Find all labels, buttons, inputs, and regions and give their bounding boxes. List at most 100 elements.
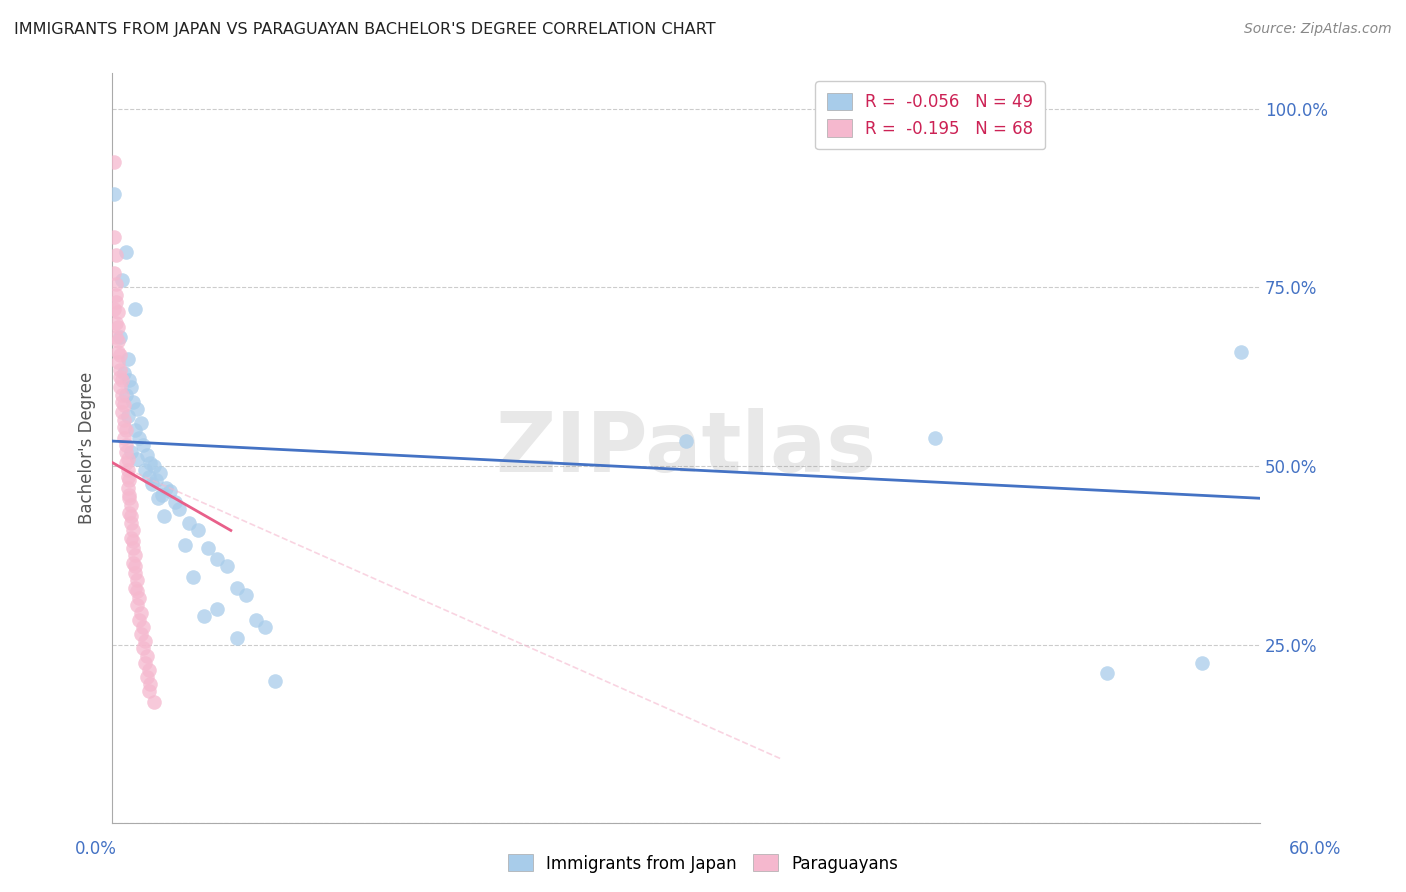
Point	[118, 373, 141, 387]
Point	[149, 467, 172, 481]
Text: ZIPatlas: ZIPatlas	[495, 408, 876, 489]
Point	[120, 445, 142, 459]
Point	[924, 430, 946, 444]
Point	[117, 470, 139, 484]
Point	[153, 509, 176, 524]
Point	[150, 488, 173, 502]
Point	[120, 380, 142, 394]
Point	[124, 549, 146, 563]
Point	[111, 373, 134, 387]
Point	[1095, 666, 1118, 681]
Point	[127, 584, 149, 599]
Point	[134, 463, 156, 477]
Point	[134, 634, 156, 648]
Text: 60.0%: 60.0%	[1288, 840, 1341, 858]
Point	[132, 620, 155, 634]
Point	[114, 445, 136, 459]
Point	[122, 534, 145, 549]
Point	[122, 524, 145, 538]
Point	[263, 673, 285, 688]
Point	[107, 355, 129, 369]
Point	[108, 348, 131, 362]
Point	[1191, 656, 1213, 670]
Point	[138, 684, 160, 698]
Point	[118, 474, 141, 488]
Point	[254, 620, 277, 634]
Point	[114, 423, 136, 437]
Point	[215, 559, 238, 574]
Point	[135, 670, 157, 684]
Point	[103, 301, 125, 316]
Point	[111, 273, 134, 287]
Point	[105, 330, 128, 344]
Point	[165, 495, 187, 509]
Point	[177, 516, 200, 531]
Point	[108, 330, 131, 344]
Point	[139, 456, 162, 470]
Point	[103, 187, 125, 202]
Point	[146, 491, 169, 506]
Point	[117, 409, 139, 423]
Point	[193, 609, 215, 624]
Point	[225, 581, 247, 595]
Point	[128, 430, 150, 444]
Point	[235, 588, 257, 602]
Point	[117, 351, 139, 366]
Point	[143, 459, 166, 474]
Point	[112, 430, 135, 444]
Point	[107, 344, 129, 359]
Point	[127, 574, 149, 588]
Point	[187, 524, 209, 538]
Point	[138, 663, 160, 677]
Point	[141, 477, 163, 491]
Point	[225, 631, 247, 645]
Point	[118, 491, 141, 506]
Point	[128, 591, 150, 606]
Point	[122, 394, 145, 409]
Point	[114, 437, 136, 451]
Y-axis label: Bachelor's Degree: Bachelor's Degree	[79, 372, 96, 524]
Point	[124, 566, 146, 581]
Point	[167, 502, 190, 516]
Point	[135, 449, 157, 463]
Point	[155, 481, 177, 495]
Point	[197, 541, 219, 556]
Point	[114, 244, 136, 259]
Text: Source: ZipAtlas.com: Source: ZipAtlas.com	[1244, 22, 1392, 37]
Legend: Immigrants from Japan, Paraguayans: Immigrants from Japan, Paraguayans	[501, 847, 905, 880]
Point	[245, 613, 267, 627]
Point	[120, 516, 142, 531]
Point	[127, 452, 149, 467]
Point	[112, 419, 135, 434]
Point	[118, 488, 141, 502]
Point	[117, 481, 139, 495]
Point	[129, 627, 152, 641]
Point	[174, 538, 197, 552]
Point	[118, 506, 141, 520]
Point	[120, 499, 142, 513]
Point	[117, 452, 139, 467]
Point	[103, 266, 125, 280]
Point	[675, 434, 697, 448]
Point	[207, 602, 229, 616]
Point	[112, 398, 135, 412]
Point	[120, 509, 142, 524]
Point	[132, 641, 155, 656]
Point	[129, 606, 152, 620]
Point	[111, 387, 134, 401]
Point	[159, 484, 181, 499]
Point	[129, 416, 152, 430]
Point	[103, 230, 125, 244]
Point	[127, 401, 149, 416]
Point	[138, 470, 160, 484]
Point	[181, 570, 204, 584]
Point	[134, 656, 156, 670]
Point	[139, 677, 162, 691]
Point	[112, 412, 135, 426]
Point	[111, 394, 134, 409]
Point	[122, 556, 145, 570]
Point	[124, 423, 146, 437]
Point	[114, 456, 136, 470]
Point	[207, 552, 229, 566]
Point	[107, 334, 129, 348]
